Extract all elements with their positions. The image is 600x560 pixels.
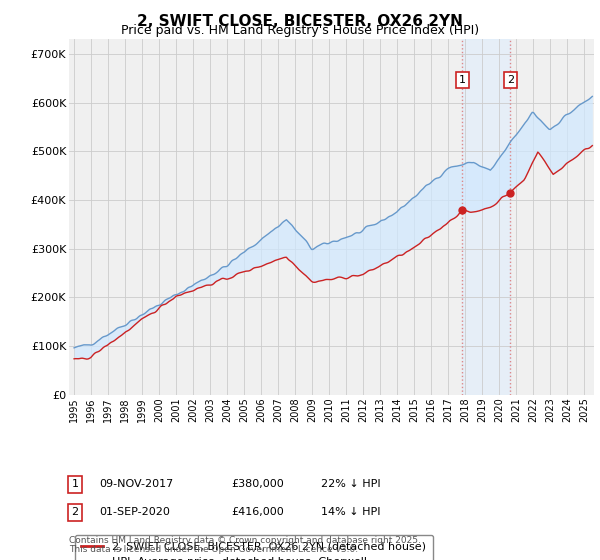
Bar	[463, 39, 510, 395]
Text: £380,000: £380,000	[231, 479, 284, 489]
Text: 2, SWIFT CLOSE, BICESTER, OX26 2YN: 2, SWIFT CLOSE, BICESTER, OX26 2YN	[137, 14, 463, 29]
Text: 22% ↓ HPI: 22% ↓ HPI	[321, 479, 380, 489]
Text: 2: 2	[71, 507, 79, 517]
Text: Contains HM Land Registry data © Crown copyright and database right 2025.: Contains HM Land Registry data © Crown c…	[69, 536, 421, 545]
Text: 2: 2	[506, 75, 514, 85]
Text: 1: 1	[459, 75, 466, 85]
Text: 14% ↓ HPI: 14% ↓ HPI	[321, 507, 380, 517]
Text: 1: 1	[71, 479, 79, 489]
Text: This data is licensed under the Open Government Licence v3.0.: This data is licensed under the Open Gov…	[69, 545, 358, 554]
Legend: 2, SWIFT CLOSE, BICESTER, OX26 2YN (detached house), HPI: Average price, detache: 2, SWIFT CLOSE, BICESTER, OX26 2YN (deta…	[74, 535, 433, 560]
Text: £416,000: £416,000	[231, 507, 284, 517]
Text: 01-SEP-2020: 01-SEP-2020	[99, 507, 170, 517]
Text: 09-NOV-2017: 09-NOV-2017	[99, 479, 173, 489]
Text: Price paid vs. HM Land Registry's House Price Index (HPI): Price paid vs. HM Land Registry's House …	[121, 24, 479, 37]
